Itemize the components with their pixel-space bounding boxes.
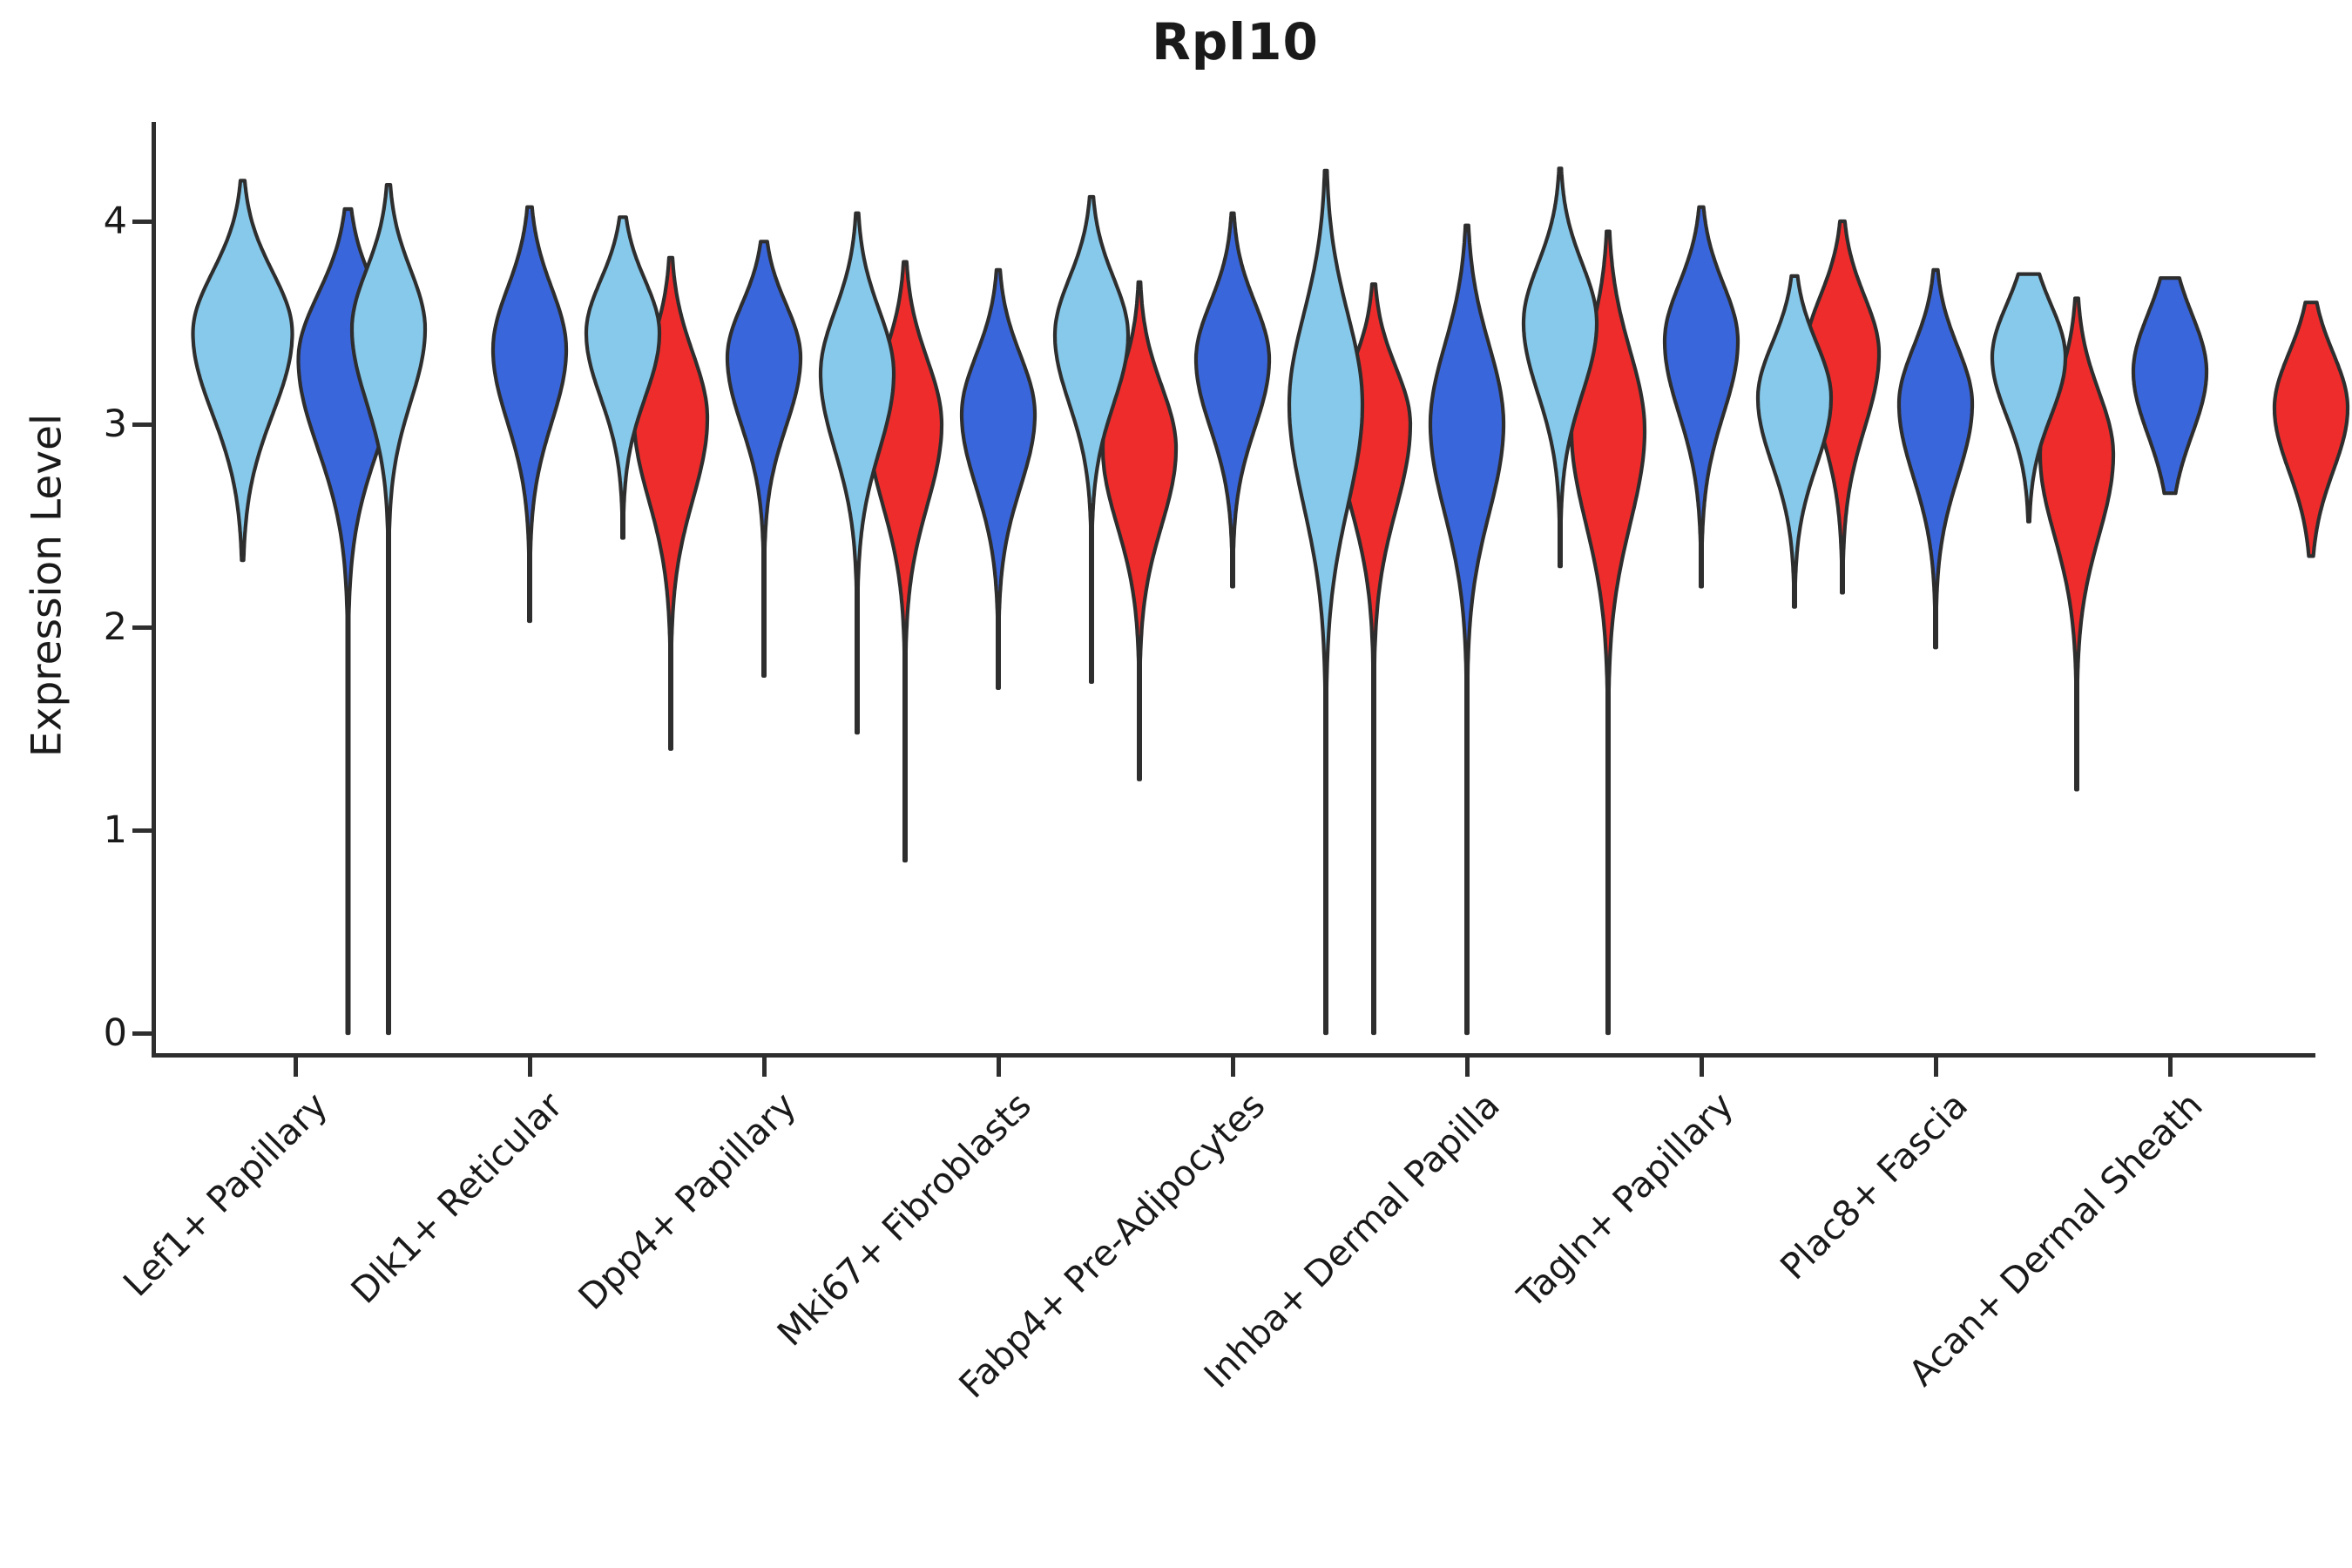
axis-line <box>294 1058 298 1077</box>
axis-line <box>762 1058 767 1077</box>
violin-inhba-red <box>1569 229 1647 1036</box>
axis-line <box>528 1058 532 1077</box>
violin-acan-red <box>2272 301 2350 558</box>
axis-line <box>132 220 152 224</box>
violin-acan-light_blue <box>1990 272 2068 524</box>
violin-dlk1-blue <box>490 205 569 624</box>
axis-line <box>152 1053 2315 1058</box>
y-axis-label: Expression Level <box>23 413 71 758</box>
y-tick-label-1: 1 <box>103 808 127 852</box>
axis-line <box>152 122 156 1058</box>
axis-line <box>132 625 152 630</box>
violin-inhba-blue <box>1428 223 1506 1036</box>
violin-tagln-light_blue <box>1521 166 1599 569</box>
axis-line <box>2168 1058 2173 1077</box>
axis-line <box>132 828 152 833</box>
y-tick-label-0: 0 <box>103 1011 127 1055</box>
violin-tagln-blue <box>1662 205 1740 589</box>
chart-title: Rpl10 <box>1152 12 1319 71</box>
axis-line <box>132 1031 152 1036</box>
violin-acan-blue <box>2131 276 2209 496</box>
violin-inhba-light_blue <box>1287 168 1365 1036</box>
y-tick-label-4: 4 <box>103 199 127 243</box>
axis-line <box>1465 1058 1470 1077</box>
axis-line <box>1934 1058 1938 1077</box>
violin-plac8-blue <box>1896 267 1975 650</box>
violin-fabp4-light_blue <box>1052 194 1131 684</box>
axis-line <box>1700 1058 1704 1077</box>
violin-plac8-red <box>2038 296 2116 792</box>
axis-line <box>132 422 152 427</box>
axis-line <box>1231 1058 1235 1077</box>
violin-dpp4-light_blue <box>584 215 662 540</box>
violin-plac8-light_blue <box>1755 274 1834 609</box>
violin-mki67-light_blue <box>818 211 896 735</box>
violin-fabp4-blue <box>1193 211 1272 589</box>
axis-line <box>997 1058 1001 1077</box>
violin-mki67-red <box>1100 280 1179 781</box>
violin-lef1-light_blue <box>191 179 294 563</box>
violin-mki67-blue <box>959 267 1037 690</box>
y-tick-label-3: 3 <box>103 402 127 446</box>
violin-dlk1-light_blue <box>349 183 428 1036</box>
violin-dpp4-blue <box>725 240 803 678</box>
y-tick-label-2: 2 <box>103 605 127 649</box>
